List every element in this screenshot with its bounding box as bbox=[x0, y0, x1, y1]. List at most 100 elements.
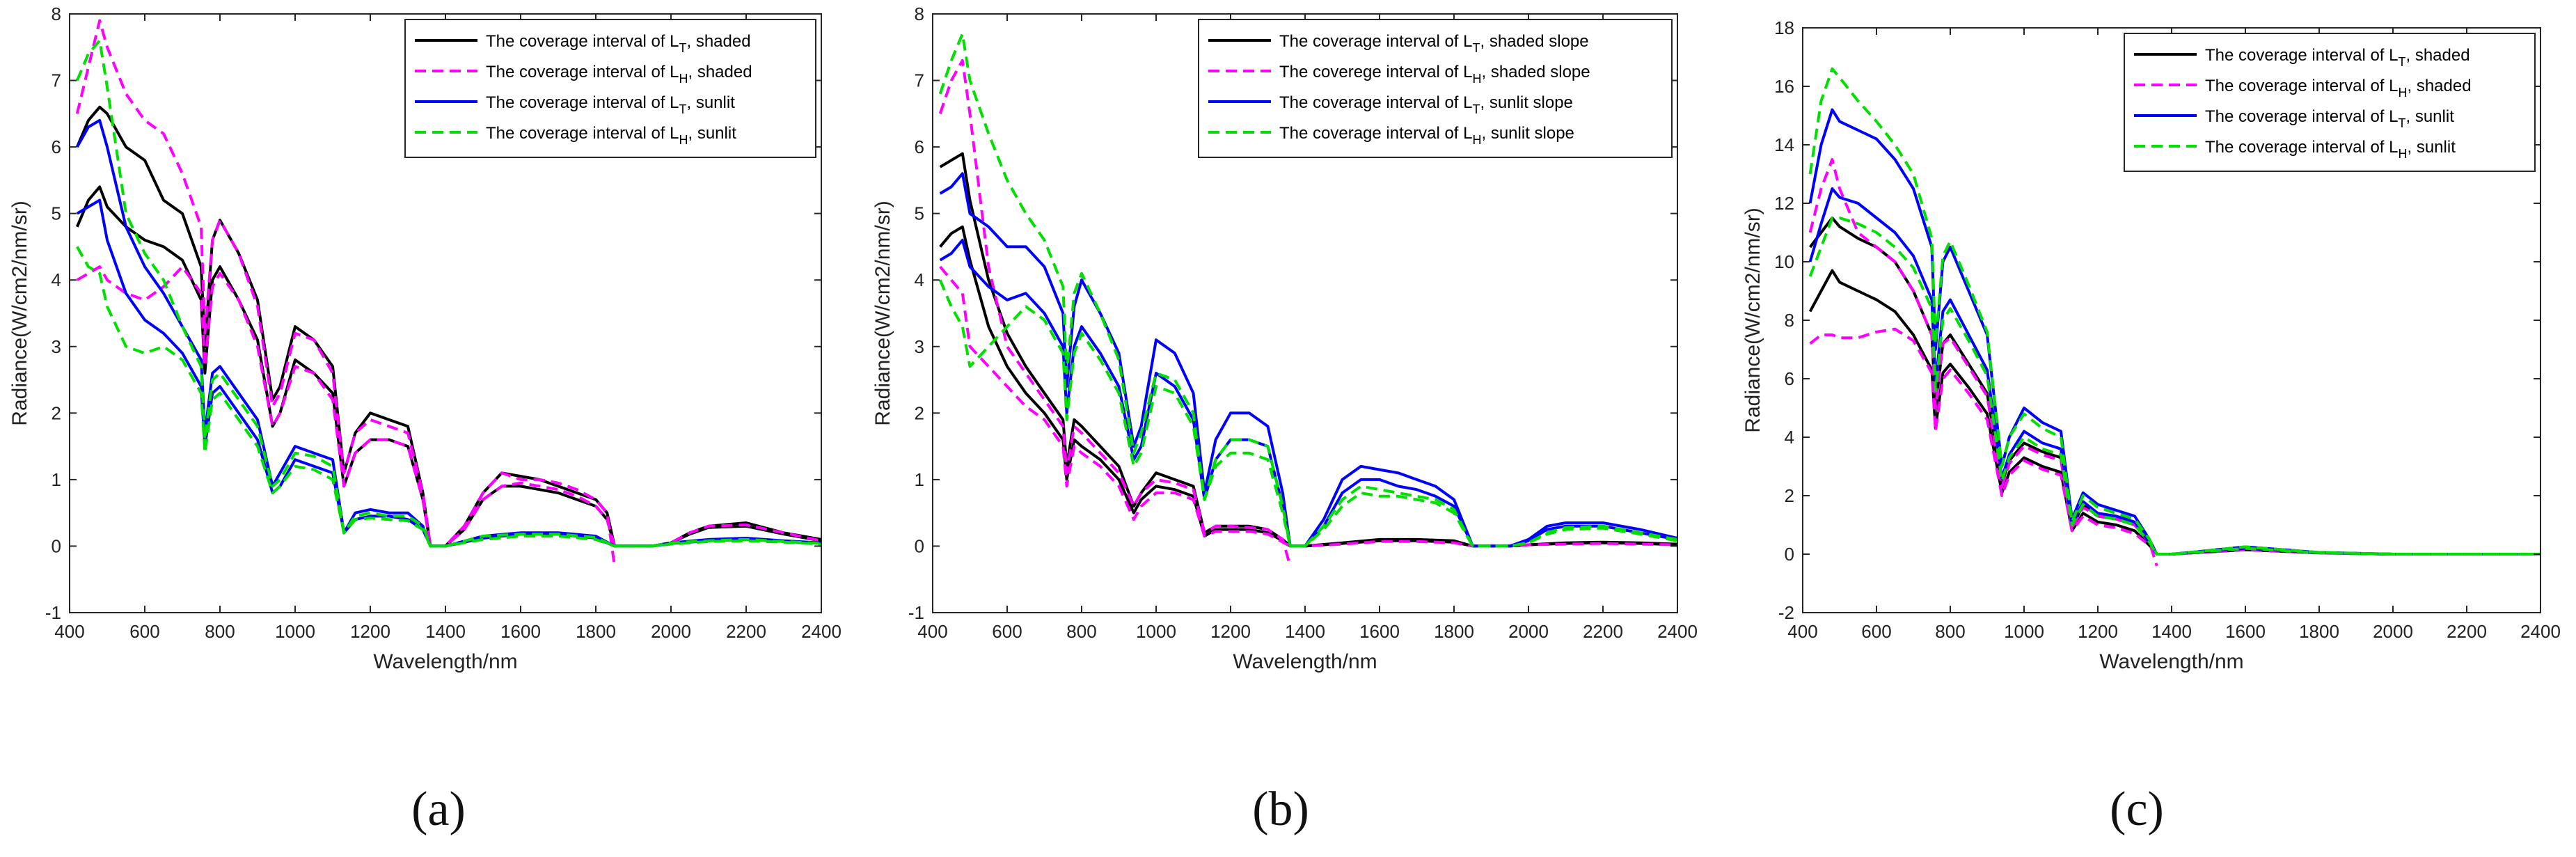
y-tick-label: 4 bbox=[1785, 427, 1794, 448]
x-tick-label: 600 bbox=[992, 621, 1022, 642]
y-tick-label: 5 bbox=[915, 203, 924, 224]
legend-entry-text: The coverage interval of LH, shaded bbox=[2205, 77, 2472, 100]
x-tick-label: 1000 bbox=[1136, 621, 1176, 642]
x-tick-label: 2400 bbox=[2520, 621, 2561, 642]
legend-entry-text: The coverage interval of LT, sunlit bbox=[486, 93, 735, 116]
series-line bbox=[75, 39, 821, 548]
legend-entry-text: The coverage interval of LH, sunlit slop… bbox=[1279, 124, 1574, 147]
y-tick-label: 12 bbox=[1774, 193, 1794, 214]
x-tick-label: 1200 bbox=[2078, 621, 2118, 642]
x-tick-label: 400 bbox=[917, 621, 947, 642]
panel-a: 400 600 800 1000 1200 1400 1600 1800 2000 2200 240… bbox=[8, 3, 841, 673]
series-group bbox=[1808, 67, 2541, 567]
y-tick-label: 0 bbox=[52, 535, 61, 556]
y-tick-label: 6 bbox=[1785, 368, 1794, 389]
y-tick-label: 7 bbox=[52, 70, 61, 91]
series-line bbox=[76, 246, 821, 548]
series-line bbox=[75, 105, 821, 548]
y-tick-label: -1 bbox=[908, 602, 924, 623]
y-tick-label: 2 bbox=[52, 402, 61, 423]
x-tick-label: 800 bbox=[1935, 621, 1965, 642]
y-tick-label: 0 bbox=[1785, 544, 1794, 565]
x-tick-label: 2000 bbox=[1508, 621, 1549, 642]
x-axis-label: Wavelength/nm bbox=[373, 650, 517, 673]
y-tick-label: 16 bbox=[1774, 76, 1794, 97]
legend-entry-text: The coverage interval of LH, sunlit bbox=[486, 124, 736, 147]
x-tick-label: 2000 bbox=[2373, 621, 2413, 642]
x-tick-label: 1000 bbox=[275, 621, 315, 642]
y-axis-label: Radiance(W/cm2/nm/sr) bbox=[8, 201, 31, 425]
y-tick-label: 2 bbox=[1785, 485, 1794, 506]
series-line bbox=[1808, 187, 2541, 556]
series-line bbox=[76, 118, 821, 548]
legend: The coverage interval of LT, shaded The c… bbox=[404, 19, 816, 158]
x-tick-label: 1800 bbox=[576, 621, 616, 642]
series-line bbox=[1809, 327, 2541, 556]
x-tick-label: 1200 bbox=[1210, 621, 1251, 642]
series-line bbox=[938, 32, 1677, 548]
x-axis-label: Wavelength/nm bbox=[2099, 650, 2243, 673]
panel-b: 400 600 800 1000 1200 1400 1600 1800 2000 2200 240… bbox=[871, 3, 1698, 673]
legend-entry-text: The coverage interval of LT, shaded bbox=[486, 32, 751, 55]
x-tick-label: 1600 bbox=[500, 621, 541, 642]
series-line bbox=[939, 225, 1677, 548]
y-tick-label: 0 bbox=[915, 535, 924, 556]
y-tick-label: 8 bbox=[1785, 310, 1794, 331]
y-tick-label: 6 bbox=[915, 136, 924, 157]
x-tick-label: 1800 bbox=[1434, 621, 1474, 642]
panel-c: 400 600 800 1000 1200 1400 1600 1800 2000 2200 240… bbox=[1741, 17, 2561, 673]
legend-entry-text: The coverage interval of LT, sunlit bbox=[2205, 107, 2454, 130]
y-tick-label: 14 bbox=[1774, 134, 1794, 155]
series-line bbox=[1808, 217, 2541, 556]
x-axis-label: Wavelength/nm bbox=[1233, 650, 1377, 673]
x-tick-label: 800 bbox=[1066, 621, 1096, 642]
y-tick-label: 2 bbox=[915, 402, 924, 423]
series-line bbox=[76, 265, 821, 548]
series-line bbox=[1808, 67, 2541, 556]
y-tick-label: 5 bbox=[52, 203, 61, 224]
x-tick-label: 1600 bbox=[2225, 621, 2266, 642]
series-line bbox=[1808, 269, 2541, 556]
series-line bbox=[938, 58, 1292, 567]
series-line bbox=[938, 279, 1677, 548]
legend-entry-text: The coverage interval of LT, shaded bbox=[2205, 46, 2470, 69]
y-tick-label: 10 bbox=[1774, 251, 1794, 272]
x-tick-label: 2200 bbox=[1583, 621, 1623, 642]
series-group bbox=[938, 32, 1677, 567]
x-tick-label: 2200 bbox=[726, 621, 766, 642]
y-tick-label: 6 bbox=[52, 136, 61, 157]
y-tick-label: 1 bbox=[915, 469, 924, 490]
series-line bbox=[939, 172, 1677, 548]
y-tick-label: -1 bbox=[45, 602, 61, 623]
x-tick-label: 2400 bbox=[801, 621, 841, 642]
series-group bbox=[75, 19, 821, 567]
x-tick-label: 1400 bbox=[2151, 621, 2192, 642]
x-tick-label: 600 bbox=[1861, 621, 1891, 642]
legend-box bbox=[404, 19, 816, 158]
y-tick-label: 3 bbox=[52, 336, 61, 357]
y-tick-label: 4 bbox=[915, 269, 924, 290]
legend-entry-text: The coverage interval of LT, sunlit slop… bbox=[1279, 93, 1573, 116]
y-axis-label: Radiance(W/cm2/nm/sr) bbox=[871, 201, 894, 425]
y-axis-label: Radiance(W/cm2/nm/sr) bbox=[1741, 207, 1764, 432]
x-tick-label: 1800 bbox=[2299, 621, 2339, 642]
y-tick-label: 8 bbox=[52, 3, 61, 24]
legend-entry-text: The coverage interval of LH, sunlit bbox=[2205, 138, 2456, 161]
x-tick-label: 400 bbox=[54, 621, 84, 642]
x-tick-label: 1600 bbox=[1359, 621, 1400, 642]
x-tick-label: 2400 bbox=[1657, 621, 1698, 642]
x-tick-label: 2200 bbox=[2447, 621, 2487, 642]
x-tick-label: 1000 bbox=[2004, 621, 2044, 642]
caption-b: (b) bbox=[1252, 783, 1309, 836]
legend-entry-text: The coverage interval of LT, shaded slop… bbox=[1279, 32, 1589, 55]
series-line bbox=[939, 265, 1677, 548]
series-line bbox=[1808, 108, 2541, 556]
series-line bbox=[75, 19, 616, 567]
x-tick-label: 800 bbox=[205, 621, 235, 642]
y-tick-label: 8 bbox=[915, 3, 924, 24]
y-tick-label: 4 bbox=[52, 269, 61, 290]
legend: The coverage interval of LT, shaded slop… bbox=[1198, 19, 1673, 158]
y-tick-label: 18 bbox=[1774, 17, 1794, 38]
x-tick-label: 400 bbox=[1787, 621, 1817, 642]
